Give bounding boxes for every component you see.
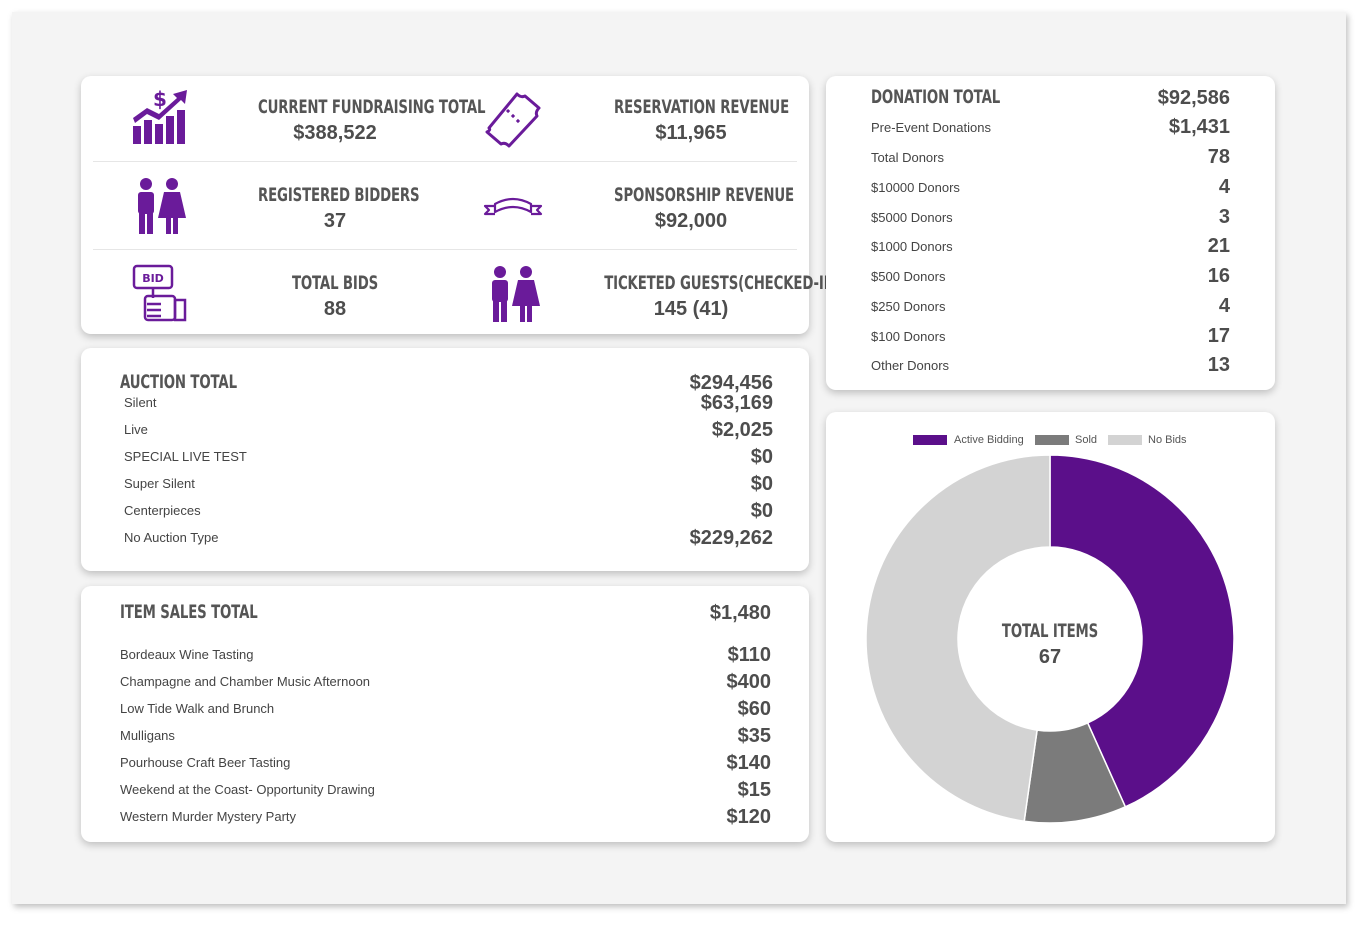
bid-paddle-text: BID [142, 272, 164, 285]
kpi-value: $11,965 [655, 122, 727, 144]
item-sales-card: ITEM SALES TOTAL $1,480 Bordeaux Wine Ta… [81, 586, 809, 842]
donation-row-value: 78 [1207, 146, 1230, 168]
kpi-value: 145 (41) [653, 298, 729, 320]
kpi-label: CURRENT FUNDRAISING TOTAL [258, 96, 486, 118]
kpi-row: BID TOTAL BIDS 88 [93, 252, 841, 338]
svg-text:$: $ [153, 88, 167, 111]
item-sales-row-label: Low Tide Walk and Brunch [120, 701, 275, 716]
kpi-label: RESERVATION REVENUE [614, 96, 790, 118]
donation-row-label: Other Donors [871, 358, 950, 373]
kpi-label: TOTAL BIDS [291, 272, 379, 294]
kpi-label: TICKETED GUESTS(CHECKED-IN) [604, 272, 841, 294]
item-sales-row-label: Champagne and Chamber Music Afternoon [120, 674, 371, 689]
donation-row-value: 4 [1218, 295, 1230, 317]
donation-row-value: 17 [1207, 325, 1230, 347]
auction-row-value: $229,262 [689, 527, 773, 549]
donation-row-label: $250 Donors [871, 299, 946, 314]
auction-row-value: $0 [750, 500, 773, 522]
kpi-fundraising: $ CURRENT FUNDRAISING TOTAL $388,522 [93, 76, 486, 162]
auction-row-value: $2,025 [711, 419, 773, 441]
couple-icon [138, 178, 186, 234]
auction-row-label: Super Silent [124, 476, 195, 491]
chart-center-label: TOTAL ITEMS [1001, 620, 1099, 642]
doughnut-chart [865, 454, 1235, 824]
kpi-label: REGISTERED BIDDERS [258, 184, 420, 206]
bid-paddle-icon: BID [132, 264, 187, 322]
item-sales-title: ITEM SALES TOTAL [120, 601, 258, 623]
kpi-row: REGISTERED BIDDERS 37 SPONSORSHIP REVENU… [93, 164, 797, 250]
item-sales-row-label: Pourhouse Craft Beer Tasting [120, 755, 291, 770]
donation-row-label: Pre-Event Donations [871, 120, 991, 135]
kpi-value: $388,522 [293, 122, 377, 144]
item-sales-row-value: $120 [726, 806, 772, 828]
item-sales-row-value: $15 [737, 779, 771, 801]
slice-no-bids[interactable] [865, 454, 1051, 823]
donation-row-value: 4 [1218, 176, 1230, 198]
legend-swatch-sold[interactable] [1035, 435, 1069, 445]
kpi-row: $ CURRENT FUNDRAISING TOTAL $388,522 RES… [93, 76, 797, 162]
auction-total-value: $294,456 [689, 372, 773, 394]
item-sales-row-label: Bordeaux Wine Tasting [120, 647, 254, 662]
kpi-guests: TICKETED GUESTS(CHECKED-IN) 145 (41) [445, 252, 841, 338]
auction-title: AUCTION TOTAL [120, 371, 237, 393]
legend-swatch-active[interactable] [913, 435, 947, 445]
item-sales-row-value: $60 [737, 698, 771, 720]
legend-label-active[interactable]: Active Bidding [954, 434, 1024, 446]
kpi-value: 37 [323, 210, 347, 232]
kpi-bidders: REGISTERED BIDDERS 37 [93, 164, 445, 250]
ticket-icon [485, 92, 541, 148]
legend-label-nobids[interactable]: No Bids [1148, 434, 1187, 446]
auction-row-label: Silent [124, 395, 157, 410]
legend-label-sold[interactable]: Sold [1075, 434, 1098, 446]
donation-row-label: Total Donors [871, 150, 944, 165]
donation-row-value: $1,431 [1168, 116, 1230, 138]
item-sales-row-value: $110 [727, 644, 771, 666]
auction-total-card: AUCTION TOTAL $294,456 Silent $63,169 Li… [81, 348, 809, 571]
auction-row-value: $0 [750, 446, 773, 468]
donation-total-card: DONATION TOTAL $92,586 Pre-Event Donatio… [826, 76, 1275, 390]
item-sales-row-value: $400 [726, 671, 772, 693]
donation-row-value: 13 [1207, 354, 1230, 376]
donation-row-value: 21 [1207, 235, 1230, 257]
total-items-chart-card: Active Bidding Sold No Bids TOTAL ITEMS … [826, 412, 1275, 842]
donation-row-label: $10000 Donors [871, 180, 960, 195]
kpi-card: $ CURRENT FUNDRAISING TOTAL $388,522 RES… [81, 76, 841, 334]
kpi-value: $92,000 [654, 210, 728, 232]
item-sales-row-value: $35 [737, 725, 771, 747]
item-sales-row-label: Western Murder Mystery Party [120, 809, 297, 824]
item-sales-total-value: $1,480 [709, 602, 771, 624]
donation-row-value: 3 [1218, 206, 1230, 228]
kpi-reservation: RESERVATION REVENUE $11,965 [445, 76, 797, 162]
item-sales-row-label: Mulligans [120, 728, 175, 743]
donation-title: DONATION TOTAL [871, 86, 1001, 108]
fundraising-chart-icon: $ [133, 88, 187, 144]
kpi-bids: BID TOTAL BIDS 88 [93, 252, 445, 338]
kpi-sponsorship: SPONSORSHIP REVENUE $92,000 [445, 164, 797, 250]
kpi-value: 88 [323, 298, 347, 320]
donation-row-value: 16 [1207, 265, 1230, 287]
donation-row-label: $500 Donors [871, 269, 946, 284]
slice-active-bidding[interactable] [1049, 454, 1235, 808]
auction-row-label: SPECIAL LIVE TEST [124, 449, 247, 464]
donation-row-label: $1000 Donors [871, 239, 953, 254]
donation-row-label: $100 Donors [871, 329, 946, 344]
item-sales-row-label: Weekend at the Coast- Opportunity Drawin… [120, 782, 375, 797]
item-sales-row-value: $140 [726, 752, 772, 774]
kpi-label: SPONSORSHIP REVENUE [614, 184, 794, 206]
banner-ribbon-icon [483, 197, 543, 216]
auction-row-label: Live [124, 422, 148, 437]
auction-row-label: Centerpieces [124, 503, 201, 518]
donation-total-value: $92,586 [1157, 87, 1230, 109]
chart-center-value: 67 [1038, 646, 1062, 668]
auction-row-value: $0 [750, 473, 773, 495]
guests-couple-icon [492, 266, 540, 322]
auction-row-label: No Auction Type [124, 530, 219, 545]
legend-swatch-nobids[interactable] [1108, 435, 1142, 445]
donation-row-label: $5000 Donors [871, 210, 953, 225]
auction-row-value: $63,169 [700, 392, 773, 414]
